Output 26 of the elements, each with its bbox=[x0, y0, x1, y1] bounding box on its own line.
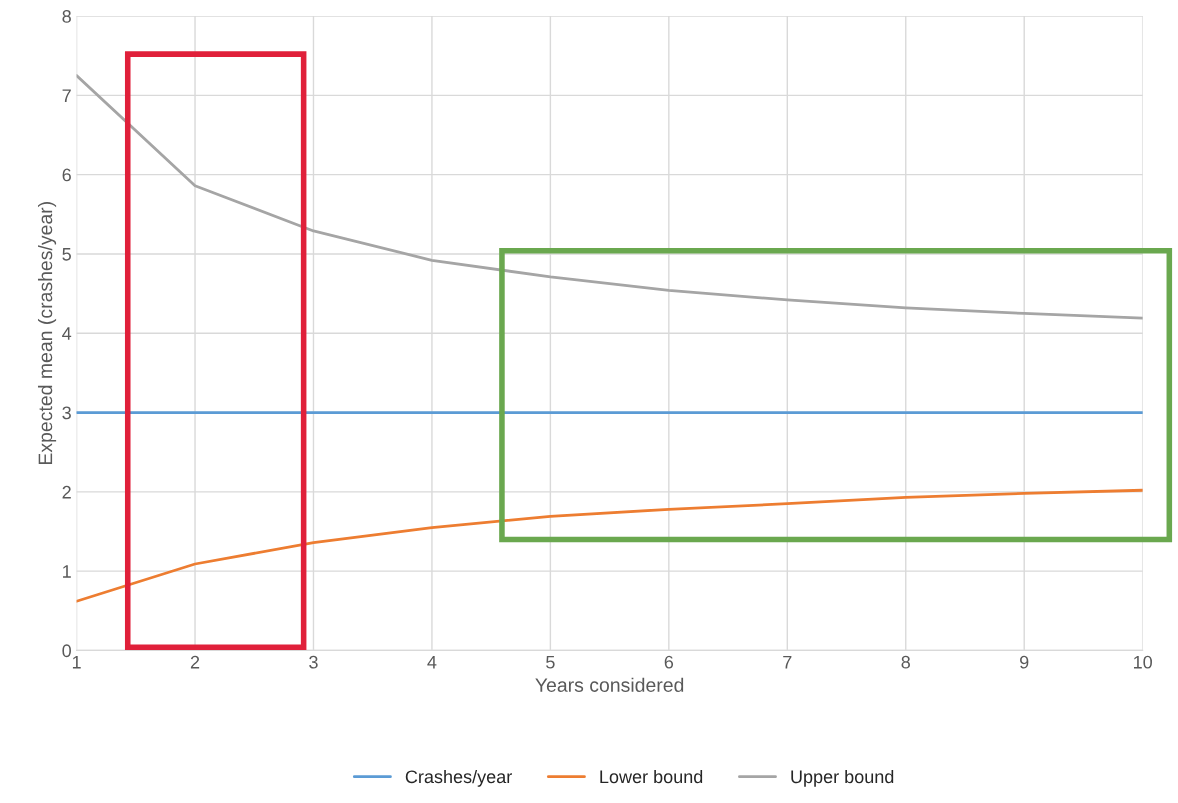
y-tick-label: 8 bbox=[62, 9, 71, 23]
x-tick-label: 3 bbox=[309, 655, 318, 669]
x-tick-label: 9 bbox=[1020, 655, 1029, 669]
y-tick-label: 0 bbox=[62, 644, 71, 658]
y-tick-label: 5 bbox=[62, 248, 71, 261]
legend-label: Upper bound bbox=[791, 769, 894, 787]
x-tick-label: 6 bbox=[664, 655, 674, 669]
x-tick-label: 1 bbox=[72, 655, 81, 669]
line-series bbox=[76, 488, 1143, 603]
y-tick-label: 6 bbox=[62, 168, 71, 182]
legend-label: Lower bound bbox=[600, 769, 703, 784]
line-series bbox=[76, 74, 1143, 320]
y-axis-title: Expected mean (crashes/year) bbox=[37, 202, 57, 465]
y-tick-label: 3 bbox=[62, 406, 71, 420]
y-tick-label: 1 bbox=[63, 565, 71, 578]
y-tick-label: 4 bbox=[62, 327, 72, 340]
x-tick-label: 5 bbox=[546, 655, 555, 669]
x-tick-label: 4 bbox=[427, 655, 437, 669]
legend-label: Crashes/year bbox=[405, 769, 512, 787]
x-tick-label: 7 bbox=[783, 655, 792, 669]
y-tick-label: 7 bbox=[62, 89, 71, 102]
x-tick-label: 10 bbox=[1134, 655, 1152, 669]
x-axis-title: Years considered bbox=[535, 677, 684, 692]
x-tick-label: 2 bbox=[190, 655, 200, 669]
y-tick-label: 2 bbox=[62, 485, 71, 499]
x-tick-label: 8 bbox=[901, 655, 910, 669]
